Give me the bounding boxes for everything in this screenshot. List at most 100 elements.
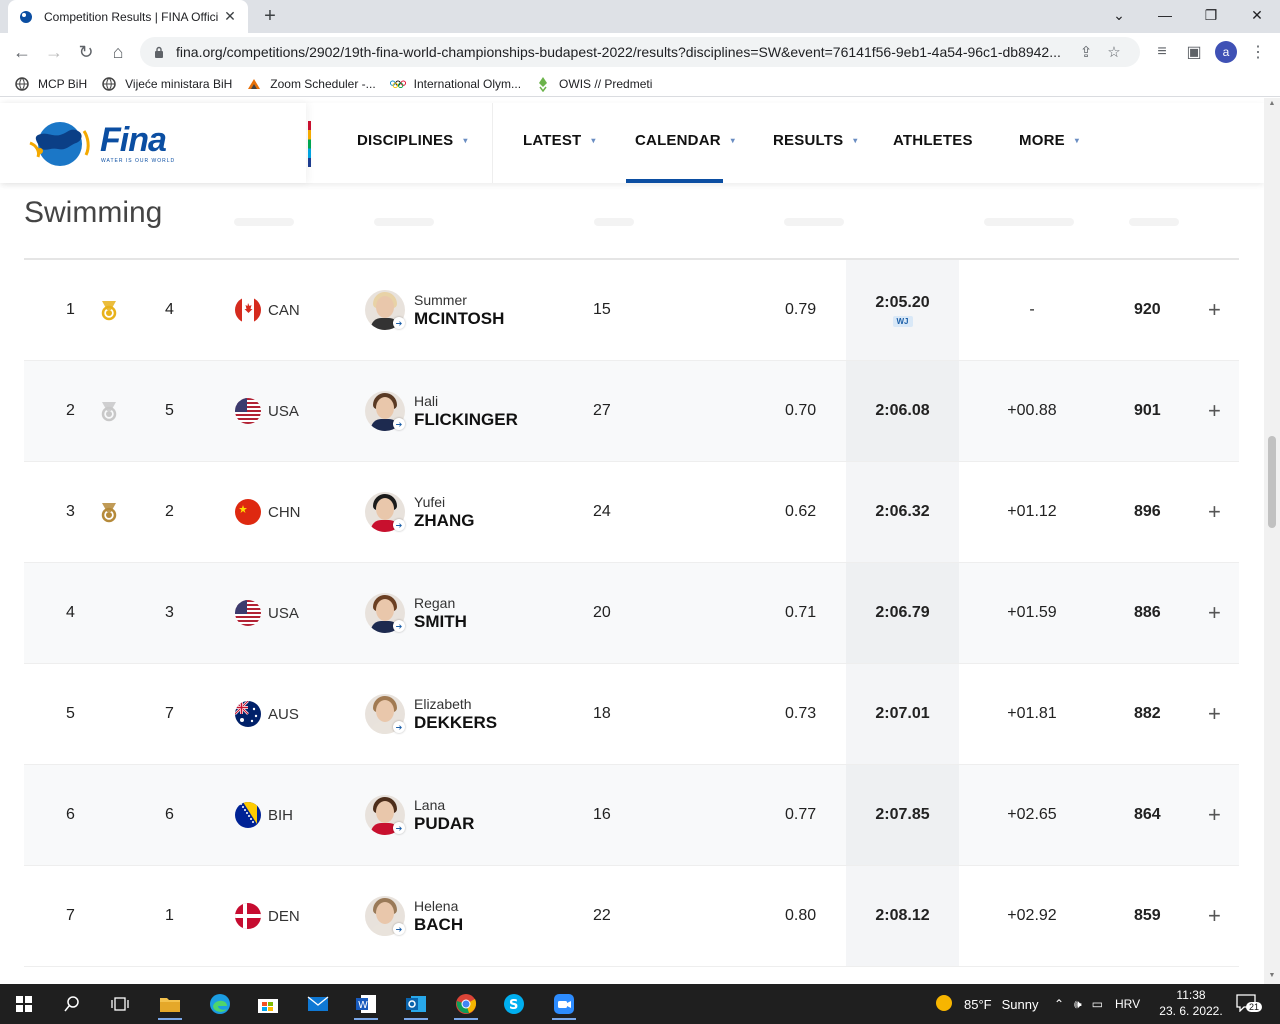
fina-logo[interactable]: Fina WATER IS OUR WORLD xyxy=(0,103,306,183)
zoom-app-icon[interactable] xyxy=(544,988,584,1020)
chevron-up-icon[interactable]: ⌃ xyxy=(1054,997,1065,1011)
side-panel-icon[interactable]: ▣ xyxy=(1186,44,1202,61)
close-tab-icon[interactable]: ✕ xyxy=(224,8,236,24)
taskbar-clock[interactable]: 11:38 23. 6. 2022. xyxy=(1158,987,1224,1019)
tab-search-icon[interactable]: ⌄ xyxy=(1113,6,1125,23)
athlete-name[interactable]: Helena BACH xyxy=(414,866,463,966)
table-row[interactable]: 3 2 CHN ➔ Yufei ZHANG 24 0.62 xyxy=(24,462,1239,563)
faded-column-headers xyxy=(24,198,1240,238)
language-indicator[interactable]: HRV xyxy=(1114,997,1141,1011)
fina-favicon-icon xyxy=(18,9,34,25)
outlook-icon[interactable] xyxy=(396,988,436,1020)
expand-row-icon[interactable]: + xyxy=(1208,701,1221,726)
notifications-button[interactable]: 21 xyxy=(1236,984,1263,1024)
back-icon[interactable]: ← xyxy=(13,41,31,62)
bookmark-item[interactable]: International Olym... xyxy=(389,76,521,92)
scroll-up-icon[interactable]: ▲ xyxy=(1268,100,1276,107)
address-bar[interactable]: fina.org/competitions/2902/19th-fina-wor… xyxy=(140,37,1140,67)
close-window-icon[interactable]: ✕ xyxy=(1251,6,1263,23)
athlete-name[interactable]: Yufei ZHANG xyxy=(414,462,474,562)
logo-tagline: WATER IS OUR WORLD xyxy=(101,158,176,164)
athlete-photo[interactable]: ➔ xyxy=(365,563,405,663)
share-icon[interactable]: ⇪ xyxy=(1079,44,1093,61)
athlete-photo[interactable]: ➔ xyxy=(365,664,405,764)
fina-points: 882 xyxy=(1134,705,1161,722)
skype-icon[interactable]: S xyxy=(494,988,534,1020)
bookmark-star-icon[interactable]: ☆ xyxy=(1107,44,1121,61)
expand-row-icon[interactable]: + xyxy=(1208,297,1221,322)
time-behind: +01.12 xyxy=(1007,503,1057,520)
chrome-icon[interactable] xyxy=(446,988,486,1020)
bookmark-item[interactable]: Zoom Scheduler -... xyxy=(246,76,376,92)
bookmark-item[interactable]: OWIS // Predmeti xyxy=(535,76,652,92)
page-scrollbar[interactable]: ▲ ▼ xyxy=(1264,98,1280,984)
silver-medal-icon xyxy=(98,361,120,461)
athlete-name[interactable]: Hali FLICKINGER xyxy=(414,361,518,461)
reload-icon[interactable]: ↻ xyxy=(78,41,94,62)
arrow-right-icon: ➔ xyxy=(393,317,405,329)
lock-icon[interactable] xyxy=(152,46,166,58)
network-icon[interactable]: ▭ xyxy=(1091,997,1103,1011)
nav-calendar[interactable]: CALENDAR ▾ xyxy=(635,132,735,149)
volume-icon[interactable]: 🕪 xyxy=(1074,996,1082,1011)
bookmark-item[interactable]: Vijeće ministara BiH xyxy=(101,76,232,92)
table-row[interactable]: 6 6 BIH ➔ Lana PUDAR 16 0.77 2:07.85 +02… xyxy=(24,765,1239,866)
athlete-first-name: Elizabeth xyxy=(414,695,472,712)
athlete-photo[interactable]: ➔ xyxy=(365,866,405,966)
browser-tab[interactable]: Competition Results | FINA Offici ✕ xyxy=(8,0,248,33)
minimize-icon[interactable]: — xyxy=(1158,7,1172,23)
nav-athletes[interactable]: ATHLETES xyxy=(893,132,973,149)
athlete-photo[interactable]: ➔ xyxy=(365,765,405,865)
search-icon[interactable] xyxy=(52,988,92,1020)
table-row[interactable]: 2 5 USA ➔ Hali FLICKINGER 27 0.70 xyxy=(24,361,1239,462)
athlete-photo[interactable]: ➔ xyxy=(365,462,405,562)
home-icon[interactable]: ⌂ xyxy=(112,41,124,62)
athlete-age: 24 xyxy=(593,503,611,520)
restore-icon[interactable]: ❐ xyxy=(1204,6,1218,23)
url-text[interactable]: fina.org/competitions/2902/19th-fina-wor… xyxy=(176,44,1061,60)
nav-label: CALENDAR xyxy=(635,132,721,149)
scrollbar-thumb[interactable] xyxy=(1268,436,1276,528)
reaction-time: 0.80 xyxy=(785,907,817,924)
task-view-icon[interactable] xyxy=(100,988,140,1020)
table-row[interactable]: 4 3 USA ➔ Regan SMITH 20 0.71 2:06.79 +0… xyxy=(24,563,1239,664)
nav-disciplines[interactable]: DISCIPLINES ▾ xyxy=(357,132,468,149)
store-icon[interactable] xyxy=(248,988,288,1020)
table-row[interactable]: 5 7 AUS ➔ Elizabeth DEKKERS 18 0.73 2:07… xyxy=(24,664,1239,765)
rank: 3 xyxy=(66,503,75,520)
windows-start-icon[interactable] xyxy=(4,988,44,1020)
tray-icons[interactable]: ⌃ 🕪 ▭ HRV xyxy=(1054,984,1140,1024)
bookmark-item[interactable]: MCP BiH xyxy=(14,76,87,92)
athlete-name[interactable]: Lana PUDAR xyxy=(414,765,474,865)
expand-row-icon[interactable]: + xyxy=(1208,499,1221,524)
table-row[interactable]: 1 4 CAN ➔ Summer MCINTOSH 15 0.79 xyxy=(24,260,1239,361)
menu-kebab-icon[interactable]: ⋮ xyxy=(1250,44,1266,61)
file-explorer-icon[interactable] xyxy=(150,988,190,1020)
athlete-name[interactable]: Summer MCINTOSH xyxy=(414,260,504,360)
athlete-name[interactable]: Elizabeth DEKKERS xyxy=(414,664,497,764)
athlete-photo[interactable]: ➔ xyxy=(365,260,405,360)
expand-row-icon[interactable]: + xyxy=(1208,398,1221,423)
athlete-photo[interactable]: ➔ xyxy=(365,361,405,461)
nav-more[interactable]: MORE ▾ xyxy=(1019,132,1079,149)
edge-icon[interactable] xyxy=(200,988,240,1020)
athlete-name[interactable]: Regan SMITH xyxy=(414,563,467,663)
expand-row-icon[interactable]: + xyxy=(1208,802,1221,827)
nav-latest[interactable]: LATEST ▾ xyxy=(523,132,596,149)
flag-icon xyxy=(235,462,261,562)
expand-row-icon[interactable]: + xyxy=(1208,903,1221,928)
forward-icon[interactable]: → xyxy=(45,41,63,62)
expand-row-icon[interactable]: + xyxy=(1208,600,1221,625)
weather-widget[interactable]: 85°F Sunny xyxy=(934,984,1038,1024)
reading-list-icon[interactable]: ≡ xyxy=(1157,43,1167,60)
nav-results[interactable]: RESULTS ▾ xyxy=(773,132,858,149)
scroll-down-icon[interactable]: ▼ xyxy=(1268,972,1276,979)
new-tab-button[interactable]: + xyxy=(264,5,276,27)
mail-icon[interactable] xyxy=(298,988,338,1020)
table-row[interactable]: 7 1 DEN ➔ Helena BACH 22 0.80 2:08.12 +0… xyxy=(24,866,1239,967)
word-icon[interactable]: W xyxy=(346,988,386,1020)
profile-avatar[interactable]: a xyxy=(1215,41,1237,63)
tab-title: Competition Results | FINA Offici xyxy=(44,9,219,24)
globe-icon xyxy=(101,76,117,92)
athlete-last-name: DEKKERS xyxy=(414,712,498,732)
